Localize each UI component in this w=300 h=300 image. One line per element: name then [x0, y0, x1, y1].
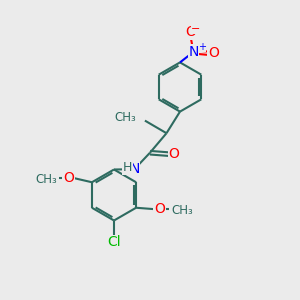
Text: O: O [208, 46, 219, 60]
Text: CH₃: CH₃ [171, 204, 193, 217]
Text: CH₃: CH₃ [115, 111, 136, 124]
Text: O: O [154, 202, 165, 216]
Text: O: O [185, 26, 196, 39]
Text: +: + [198, 41, 206, 52]
Text: CH₃: CH₃ [35, 173, 57, 186]
Text: N: N [129, 162, 140, 176]
Text: O: O [169, 147, 179, 161]
Text: H: H [123, 161, 133, 174]
Text: Cl: Cl [107, 236, 121, 249]
Text: N: N [188, 45, 199, 59]
Text: −: − [191, 23, 201, 34]
Text: O: O [63, 171, 74, 185]
